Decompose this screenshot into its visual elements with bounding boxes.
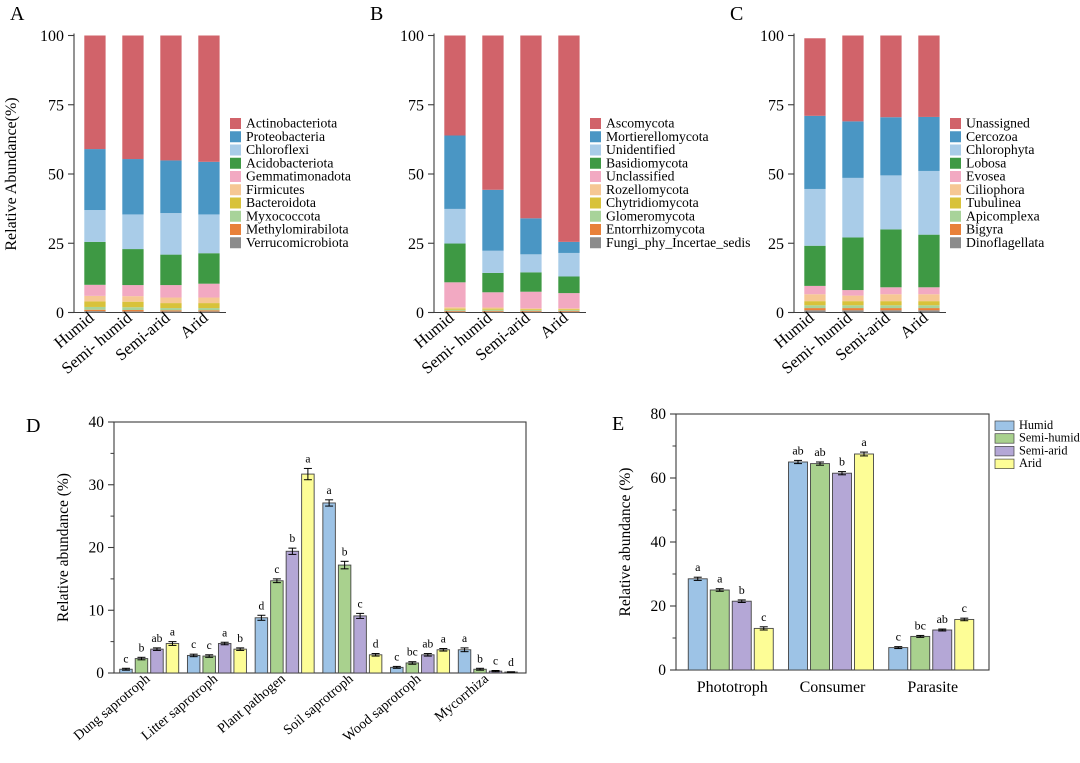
- svg-text:E: E: [612, 413, 624, 435]
- svg-text:bc: bc: [915, 618, 926, 632]
- svg-text:ab: ab: [937, 612, 948, 626]
- svg-text:b: b: [839, 455, 845, 469]
- svg-text:c: c: [207, 640, 212, 652]
- svg-text:d: d: [373, 639, 379, 651]
- svg-text:b: b: [237, 633, 243, 645]
- svg-text:b: b: [290, 533, 296, 545]
- svg-text:c: c: [493, 655, 498, 667]
- svg-text:a: a: [462, 633, 467, 645]
- svg-text:c: c: [896, 630, 901, 644]
- svg-text:75: 75: [408, 97, 424, 114]
- svg-text:Consumer: Consumer: [800, 679, 866, 696]
- svg-text:50: 50: [768, 167, 784, 184]
- svg-text:10: 10: [89, 602, 105, 619]
- svg-text:b: b: [342, 546, 348, 558]
- svg-text:25: 25: [768, 236, 784, 253]
- svg-text:50: 50: [408, 167, 424, 184]
- svg-text:c: c: [191, 639, 196, 651]
- svg-text:Relative abundance (%): Relative abundance (%): [617, 468, 634, 617]
- svg-text:a: a: [717, 572, 723, 586]
- svg-text:20: 20: [651, 598, 667, 615]
- svg-text:b: b: [139, 642, 145, 654]
- svg-text:ab: ab: [422, 639, 433, 651]
- svg-text:c: c: [962, 601, 967, 615]
- svg-text:50: 50: [48, 167, 64, 184]
- svg-text:Arid: Arid: [1019, 456, 1042, 470]
- svg-text:A: A: [10, 3, 25, 25]
- svg-text:Relative abundance (%): Relative abundance (%): [55, 473, 72, 622]
- svg-text:30: 30: [89, 477, 105, 494]
- svg-text:40: 40: [89, 414, 105, 431]
- svg-text:a: a: [695, 560, 701, 574]
- svg-text:c: c: [394, 651, 399, 663]
- svg-text:Relative Abundance(%): Relative Abundance(%): [3, 97, 20, 250]
- svg-text:ab: ab: [792, 443, 803, 457]
- svg-text:d: d: [259, 600, 265, 612]
- svg-text:Dinoflagellata: Dinoflagellata: [966, 235, 1044, 250]
- svg-text:25: 25: [48, 236, 64, 253]
- svg-text:Fungi_phy_Incertae_sedis: Fungi_phy_Incertae_sedis: [606, 235, 750, 250]
- svg-text:c: c: [358, 598, 363, 610]
- svg-text:75: 75: [48, 97, 64, 114]
- svg-text:40: 40: [651, 534, 667, 551]
- svg-text:c: c: [274, 564, 279, 576]
- svg-text:100: 100: [40, 28, 64, 45]
- svg-text:C: C: [730, 3, 743, 25]
- svg-text:a: a: [327, 485, 332, 497]
- svg-text:0: 0: [416, 305, 424, 322]
- svg-text:80: 80: [651, 406, 667, 423]
- svg-text:ab: ab: [152, 633, 163, 645]
- svg-text:0: 0: [658, 662, 666, 679]
- svg-text:25: 25: [408, 236, 424, 253]
- svg-text:60: 60: [651, 470, 667, 487]
- svg-text:c: c: [123, 653, 128, 665]
- svg-text:D: D: [26, 415, 40, 437]
- svg-text:100: 100: [400, 28, 424, 45]
- svg-text:0: 0: [96, 665, 104, 682]
- svg-text:75: 75: [768, 97, 784, 114]
- svg-text:Verrucomicrobiota: Verrucomicrobiota: [246, 235, 349, 250]
- svg-text:20: 20: [89, 540, 105, 557]
- svg-text:B: B: [370, 3, 383, 25]
- svg-text:a: a: [861, 435, 867, 449]
- svg-text:100: 100: [760, 28, 784, 45]
- svg-text:a: a: [222, 627, 227, 639]
- svg-text:bc: bc: [407, 647, 418, 659]
- svg-text:a: a: [305, 453, 310, 465]
- svg-text:Phototroph: Phototroph: [697, 679, 768, 696]
- svg-text:a: a: [441, 634, 446, 646]
- svg-text:0: 0: [56, 305, 64, 322]
- svg-text:d: d: [508, 657, 514, 669]
- svg-text:ab: ab: [814, 445, 825, 459]
- svg-text:0: 0: [776, 305, 784, 322]
- svg-text:c: c: [761, 610, 766, 624]
- svg-text:a: a: [170, 627, 175, 639]
- svg-text:Parasite: Parasite: [907, 679, 958, 696]
- svg-text:b: b: [477, 653, 483, 665]
- svg-text:b: b: [739, 583, 745, 597]
